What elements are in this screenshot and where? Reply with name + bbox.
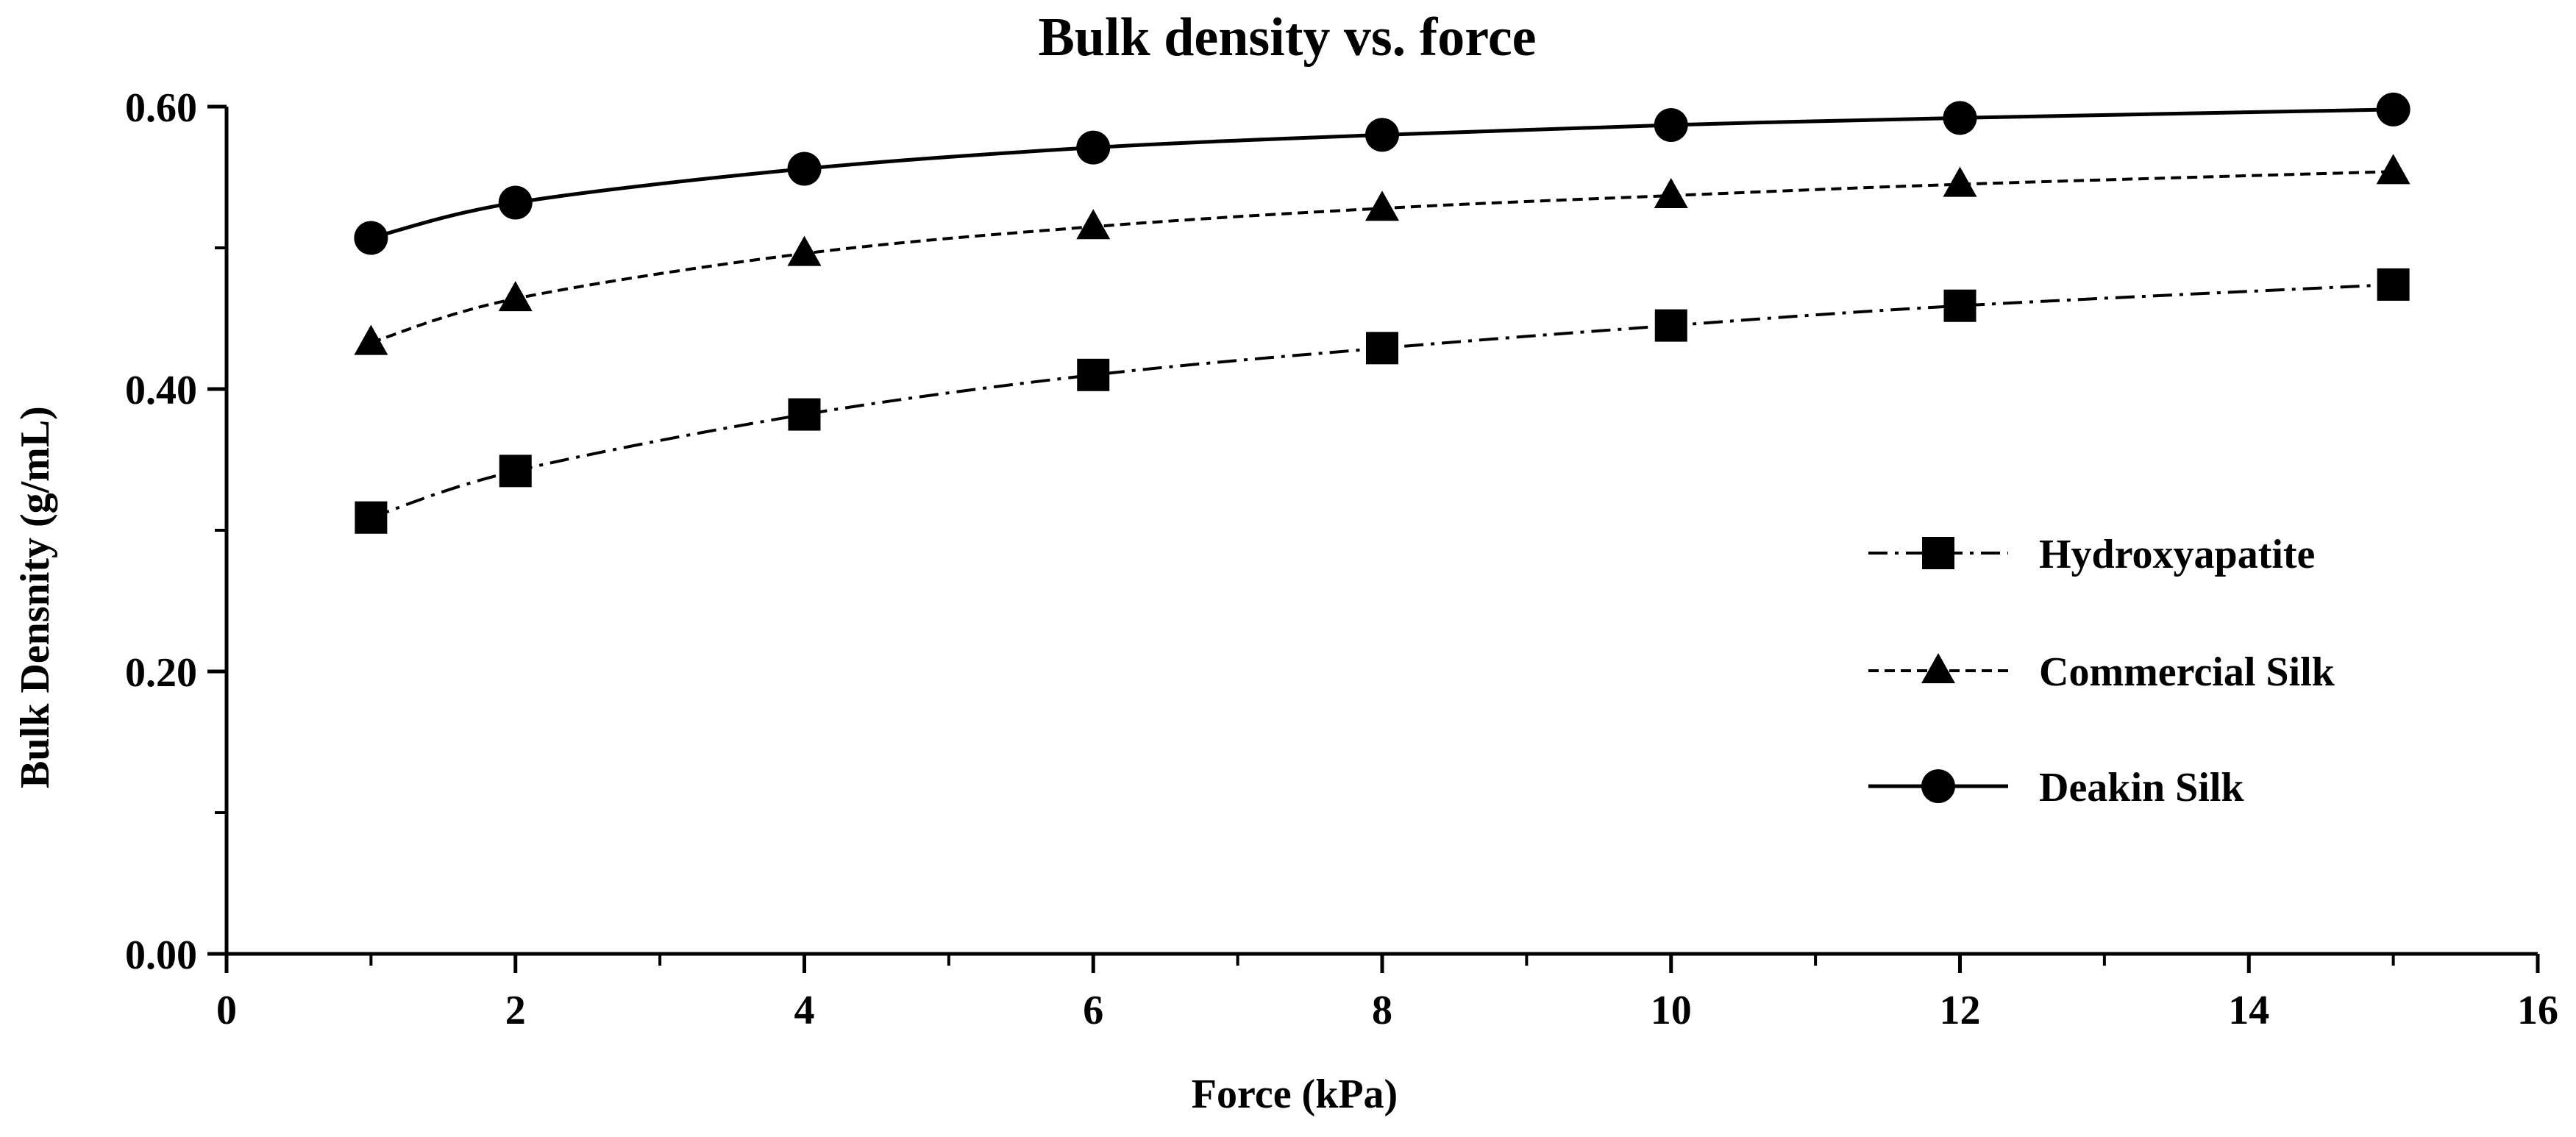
x-tick-label: 4 [794, 988, 815, 1033]
legend-label-deakin-silk: Deakin Silk [2039, 765, 2244, 810]
y-tick-label: 0.60 [125, 85, 197, 131]
legend-label-commercial-silk: Commercial Silk [2039, 649, 2335, 695]
data-point-hydroxyapatite [499, 455, 532, 488]
x-tick-label: 16 [2517, 988, 2558, 1033]
series-deakin-silk [354, 92, 2410, 255]
data-point-commercial-silk [1943, 166, 1977, 197]
chart-title: Bulk density vs. force [1038, 7, 1536, 68]
data-point-hydroxyapatite [355, 501, 388, 534]
x-tick-label: 14 [2228, 988, 2269, 1033]
data-point-hydroxyapatite [1943, 289, 1977, 322]
data-point-commercial-silk [787, 235, 822, 266]
legend-marker-hydroxyapatite [1922, 537, 1954, 569]
data-point-deakin-silk [787, 152, 822, 186]
y-axis-label: Bulk Densnity (g/mL) [13, 406, 58, 788]
y-tick-label: 0.00 [125, 933, 197, 978]
data-point-commercial-silk [1654, 177, 1688, 208]
series-layer [354, 92, 2410, 534]
data-point-commercial-silk [2376, 154, 2410, 185]
y-tick-label: 0.40 [125, 368, 197, 413]
legend: Hydroxyapatite Commercial Silk Deakin Silk [1868, 532, 2335, 810]
data-point-deakin-silk [1943, 101, 1977, 135]
data-point-deakin-silk [1076, 130, 1111, 165]
data-point-hydroxyapatite [1654, 309, 1687, 342]
legend-entry-commercial-silk: Commercial Silk [1868, 649, 2335, 695]
legend-entry-hydroxyapatite: Hydroxyapatite [1868, 532, 2315, 577]
legend-marker-commercial-silk [1921, 653, 1955, 683]
data-point-hydroxyapatite [788, 398, 821, 431]
legend-marker-deakin-silk [1921, 769, 1955, 803]
data-point-commercial-silk [354, 324, 388, 355]
data-point-hydroxyapatite [1077, 358, 1110, 391]
data-point-commercial-silk [498, 281, 533, 312]
data-point-hydroxyapatite [2377, 268, 2410, 301]
data-point-deakin-silk [498, 185, 533, 220]
x-axis-label: Force (kPa) [1192, 1072, 1398, 1117]
legend-label-hydroxyapatite: Hydroxyapatite [2039, 532, 2315, 577]
x-tick-label: 12 [1940, 988, 1981, 1033]
series-line-hydroxyapatite [370, 282, 2394, 519]
series-commercial-silk [354, 154, 2410, 355]
x-tick-label: 8 [1372, 988, 1392, 1033]
y-tick-label: 0.20 [125, 650, 197, 696]
data-point-commercial-silk [1076, 209, 1111, 240]
data-point-deakin-silk [354, 221, 388, 255]
x-tick-label: 2 [505, 988, 526, 1033]
axes: 0 2 4 6 8 10 12 14 16 0.00 0.20 0.40 0.60 [125, 85, 2558, 1033]
x-tick-label: 0 [216, 988, 237, 1033]
x-tick-label: 6 [1083, 988, 1103, 1033]
data-point-deakin-silk [2376, 92, 2410, 126]
series-hydroxyapatite [355, 268, 2410, 534]
data-point-deakin-silk [1654, 107, 1688, 142]
data-point-hydroxyapatite [1366, 332, 1398, 365]
data-point-deakin-silk [1365, 118, 1399, 152]
x-tick-label: 10 [1651, 988, 1692, 1033]
data-point-commercial-silk [1365, 190, 1399, 221]
legend-entry-deakin-silk: Deakin Silk [1868, 765, 2244, 810]
